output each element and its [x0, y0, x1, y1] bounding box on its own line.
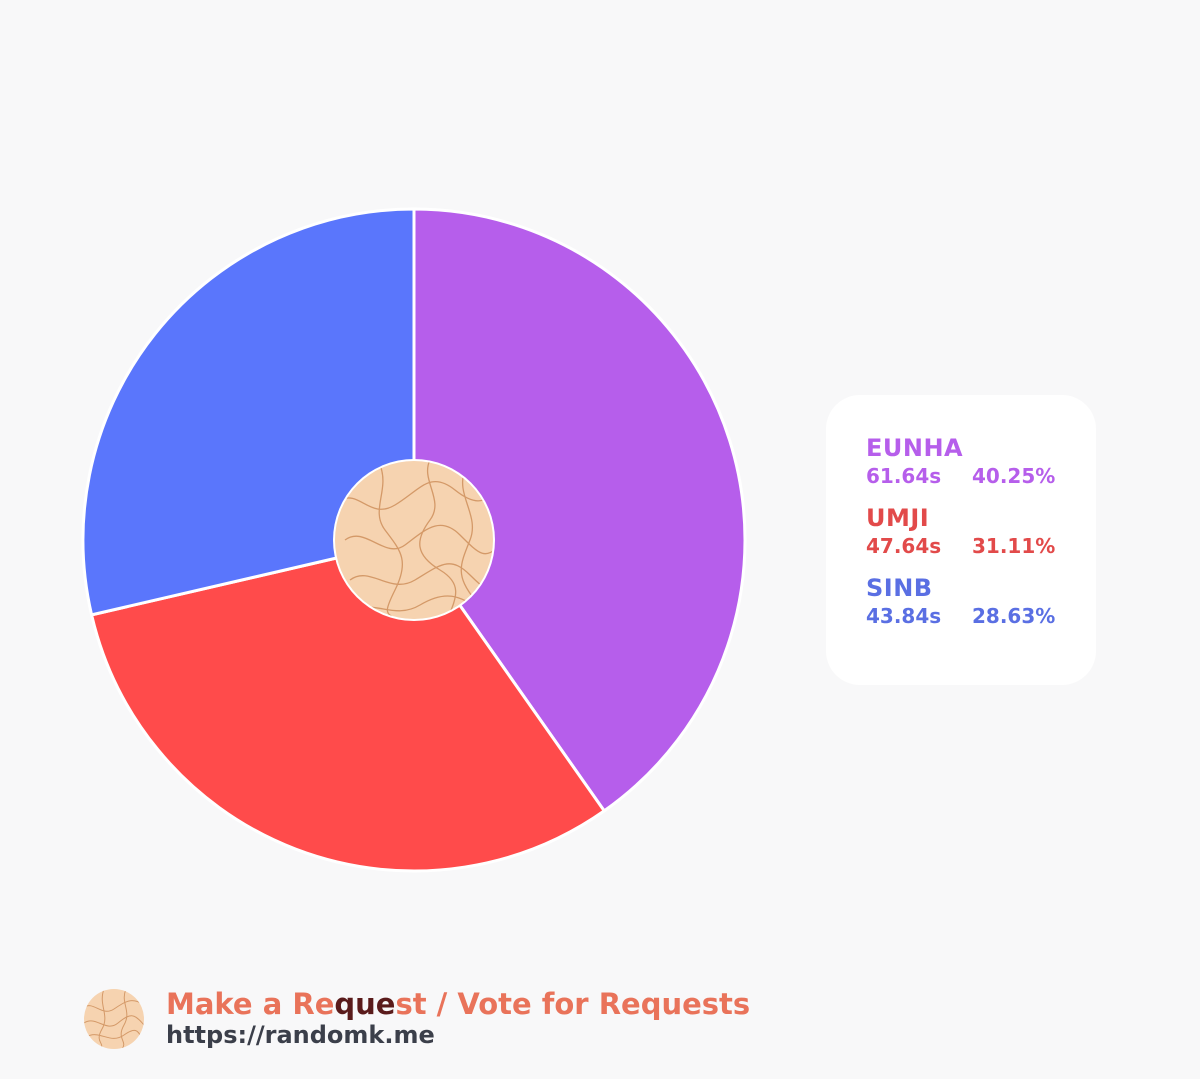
center-logo	[333, 459, 495, 621]
footer: Make a Request / Vote for Requests https…	[84, 988, 750, 1050]
pie-slice-eunha	[412, 207, 747, 813]
pie-slice-sinb	[81, 207, 416, 617]
legend-name: EUNHA	[866, 434, 964, 462]
legend-value: 43.84s	[866, 604, 942, 628]
legend-entry-eunha: EUNHA 61.64s 40.25%	[866, 433, 1096, 489]
legend-value: 47.64s	[866, 534, 942, 558]
legend-percent: 31.11%	[972, 534, 1056, 558]
legend-value: 61.64s	[866, 464, 942, 488]
legend-entry-sinb: SINB 43.84s 28.63%	[866, 573, 1096, 629]
legend-name: UMJI	[866, 504, 930, 532]
legend-percent: 28.63%	[972, 604, 1056, 628]
legend: EUNHA 61.64s 40.25% UMJI 47.64s 31.11% S…	[826, 395, 1096, 685]
footer-logo-icon	[84, 989, 144, 1049]
pie-slice-umji	[90, 538, 606, 873]
legend-entry-umji: UMJI 47.64s 31.11%	[866, 503, 1096, 559]
legend-percent: 40.25%	[972, 464, 1056, 488]
footer-url[interactable]: https://randomk.me	[166, 1021, 435, 1049]
legend-name: SINB	[866, 574, 933, 602]
footer-title[interactable]: Make a Request / Vote for Requests	[166, 987, 751, 1021]
